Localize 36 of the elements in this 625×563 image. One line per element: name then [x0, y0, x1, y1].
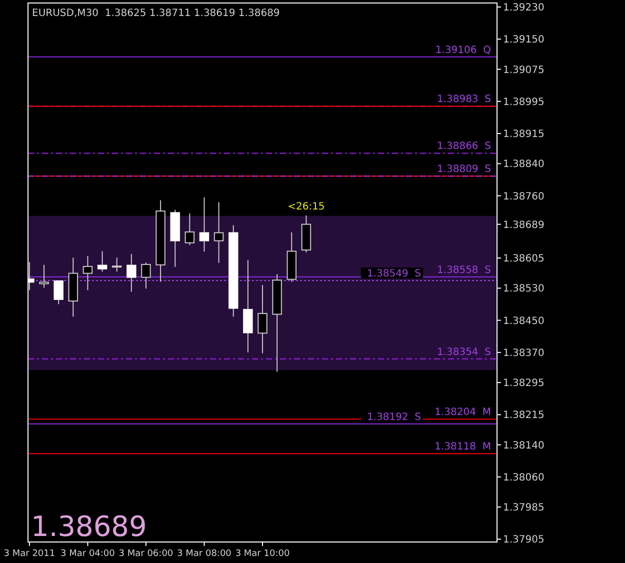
y-tick-label: 1.38215: [503, 410, 544, 422]
y-tick-label: 1.38915: [503, 129, 544, 140]
x-tick-label: 3 Mar 10:00: [235, 549, 290, 559]
ref-line-label: 1.38192 S: [366, 412, 421, 423]
y-tick-label: 1.37985: [503, 502, 544, 514]
ref-line-label: 1.38549 S: [366, 268, 421, 280]
y-tick-label: 1.37905: [503, 534, 544, 546]
ref-line-label: 1.38558 S: [436, 264, 491, 276]
annotation: 1.38689: [31, 510, 147, 543]
y-tick-label: 1.39230: [503, 2, 544, 14]
ref-line-label: 1.38118 M: [434, 442, 491, 453]
y-tick-label: 1.38370: [503, 348, 544, 359]
y-tick-label: 1.38295: [503, 378, 544, 390]
x-tick-label: 3 Mar 2011: [4, 549, 56, 559]
ref-line-label: 1.38354 S: [436, 346, 491, 358]
y-tick-label: 1.38760: [503, 191, 544, 202]
ref-line-label: 1.38809 S: [436, 164, 491, 176]
annotation: <26:15: [288, 201, 325, 212]
y-tick-label: 1.38140: [503, 440, 544, 452]
y-tick-label: 1.39075: [503, 64, 544, 76]
y-tick-label: 1.38840: [503, 159, 544, 170]
y-tick-label: 1.39150: [503, 34, 544, 46]
y-tick-label: 1.38689: [503, 220, 544, 231]
y-tick-label: 1.38995: [503, 96, 544, 108]
y-tick-label: 1.38060: [503, 472, 544, 484]
ref-line-label: 1.39106 Q: [435, 44, 492, 56]
x-tick-label: 3 Mar 06:00: [118, 549, 174, 559]
y-tick-label: 1.38605: [503, 254, 544, 265]
text: EURUSD,M30 1.38625 1.38711 1.38619 1.38689: [32, 8, 280, 19]
ref-line-label: 1.38866 S: [436, 141, 491, 152]
y-tick-label: 1.38530: [503, 284, 544, 295]
x-tick-label: 3 Mar 08:00: [177, 549, 232, 559]
x-tick-label: 3 Mar 04:00: [60, 549, 116, 559]
ref-line-label: 1.38983 S: [436, 94, 491, 106]
y-tick-label: 1.38450: [503, 316, 544, 327]
ref-line-label: 1.38204 M: [434, 407, 491, 418]
